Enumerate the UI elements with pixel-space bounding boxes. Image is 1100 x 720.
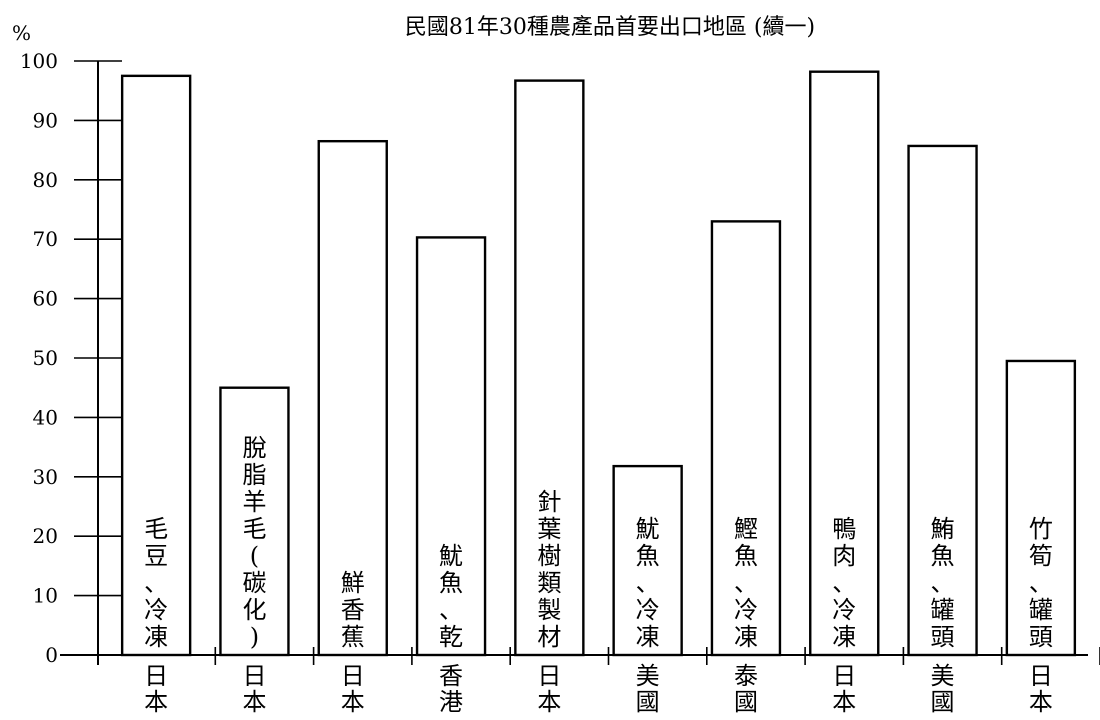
bar-product-label-char: 凍 [832,623,856,651]
chart-title: 民國81年30種農產品首要出口地區 (續一) [405,15,815,40]
y-tick-label: 70 [33,227,58,251]
x-category-label-char: 港 [439,688,463,716]
x-category-label-char: 本 [144,688,168,716]
x-category-label-char: 美 [931,662,955,690]
bar-product-label-char: 鴨 [832,515,856,543]
bar-product-label-char: 筍 [1029,542,1053,570]
bar-product-label-char: 蕉 [341,623,365,651]
bar-product-label-char: 冷 [636,596,660,624]
x-category-label-char: 泰 [734,662,758,690]
bar-labels: 毛豆、冷凍日本脫脂羊毛(碳化)日本鮮香蕉日本魷魚、乾香港針葉樹類製材日本魷魚、冷… [144,434,1053,716]
x-category-label-char: 本 [341,688,365,716]
bar-product-label-char: 脫 [242,434,266,462]
bar-product-label-char: 冷 [832,596,856,624]
bar-product-label-char: 化 [242,596,266,624]
bar [907,144,978,657]
bar [809,70,880,657]
x-category-label-char: 國 [636,688,660,716]
bar-product-label-char: 碳 [242,569,266,597]
x-category-label-char: 日 [144,662,168,690]
x-category-label-char: 本 [537,688,561,716]
x-category-label-char: 本 [1029,688,1053,716]
bar-product-label-char: 羊 [242,488,266,516]
bar [514,79,585,657]
y-tick-label: 40 [33,405,58,429]
y-axis-unit-label: % [12,21,31,45]
bar-product-label-char: 葉 [537,515,561,543]
bar [317,139,388,657]
bar-product-label-char: 、 [734,569,758,597]
bar-product-label-char: 罐 [931,596,955,624]
bars [120,70,1077,657]
x-category-label-char: 國 [931,688,955,716]
y-tick-label: 30 [33,465,58,489]
bar-product-label-char: 魚 [439,569,463,597]
bar-product-label-char: 魷 [439,542,463,570]
x-category-label-char: 本 [242,688,266,716]
bar-product-label-char: 材 [537,623,561,651]
bar-product-label-char: 鰹 [734,515,758,543]
bar-product-label-char: 頭 [931,623,955,651]
bar-product-label-char: ) [250,623,259,651]
bar-product-label-char: 魷 [636,515,660,543]
bar-product-label-char: 頭 [1029,623,1053,651]
y-tick-label: 20 [33,524,58,548]
y-tick-label: 100 [20,49,58,73]
bar-product-label-char: 冷 [734,596,758,624]
bar [415,236,487,657]
bar-product-label-char: 針 [537,488,561,516]
x-category-label-char: 本 [832,688,856,716]
bar [1005,359,1077,657]
x-category-label-char: 日 [341,662,365,690]
bar-product-label-char: 肉 [832,542,856,570]
bar-product-label-char: 、 [1029,569,1053,597]
bar-product-label-char: 香 [341,596,365,624]
bar-product-label-char: 魚 [931,542,955,570]
bar-product-label-char: 、 [832,569,856,597]
bar [219,386,290,657]
bar-product-label-char: 魚 [636,542,660,570]
y-tick-label: 10 [33,584,58,608]
bar-product-label-char: 魚 [734,542,758,570]
y-tick-label: 0 [45,643,58,667]
bar-product-label-char: 冷 [144,596,168,624]
bar-product-label-char: 毛 [144,515,168,543]
bar [612,464,683,657]
bar-product-label-char: 脂 [242,461,266,489]
bar-product-label-char: 製 [537,596,561,624]
x-category-label-char: 美 [636,662,660,690]
x-category-label-char: 國 [734,688,758,716]
y-tick-label: 80 [33,168,58,192]
bar-product-label-char: ( [250,542,259,570]
bar-product-label-char: 、 [931,569,955,597]
bar-product-label-char: 類 [537,569,561,597]
y-tick-label: 60 [33,287,58,311]
bar [120,74,192,657]
x-category-label-char: 日 [537,662,561,690]
bar-product-label-char: 樹 [537,542,561,570]
bar [710,220,782,657]
bar-product-label-char: 罐 [1029,596,1053,624]
bar-product-label-char: 豆 [144,542,168,570]
x-category-label-char: 香 [439,662,463,690]
bar-product-label-char: 凍 [144,623,168,651]
bar-product-label-char: 竹 [1029,515,1053,543]
bar-product-label-char: 、 [144,569,168,597]
bar-product-label-char: 凍 [734,623,758,651]
bar-product-label-char: 凍 [636,623,660,651]
bar-product-label-char: 、 [439,596,463,624]
bar-product-label-char: 、 [636,569,660,597]
x-category-label-char: 日 [242,662,266,690]
y-tick-label: 50 [33,346,58,370]
x-category-label-char: 日 [1029,662,1053,690]
bar-product-label-char: 乾 [439,623,463,651]
x-category-label-char: 日 [832,662,856,690]
y-tick-label: 90 [33,108,58,132]
bar-product-label-char: 毛 [242,515,266,543]
bar-product-label-char: 鮮 [341,569,365,597]
bar-product-label-char: 鮪 [931,515,955,543]
